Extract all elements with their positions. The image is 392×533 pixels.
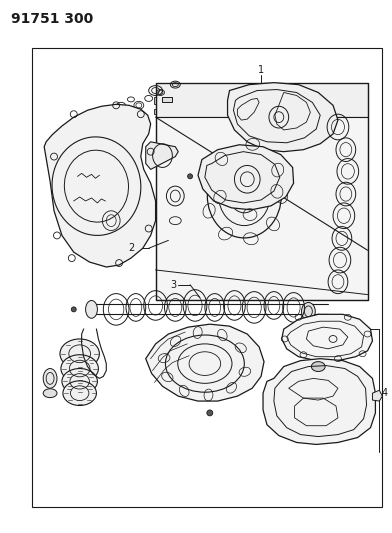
Ellipse shape <box>207 410 213 416</box>
Polygon shape <box>227 83 338 152</box>
Ellipse shape <box>43 389 57 398</box>
Ellipse shape <box>61 355 98 382</box>
Text: 91751 300: 91751 300 <box>11 12 93 26</box>
Ellipse shape <box>43 368 57 388</box>
Text: 1: 1 <box>258 65 264 75</box>
Ellipse shape <box>301 303 315 320</box>
Ellipse shape <box>311 361 325 372</box>
Polygon shape <box>162 98 172 102</box>
Ellipse shape <box>85 301 98 318</box>
Polygon shape <box>156 117 368 300</box>
Ellipse shape <box>63 381 96 406</box>
Polygon shape <box>198 145 294 210</box>
Polygon shape <box>146 142 178 169</box>
Text: 2: 2 <box>128 243 134 253</box>
Polygon shape <box>263 359 376 445</box>
Bar <box>33 48 382 506</box>
Text: 4: 4 <box>381 388 387 398</box>
Polygon shape <box>372 390 382 401</box>
Ellipse shape <box>207 154 281 238</box>
Text: 3: 3 <box>170 280 176 290</box>
Bar <box>154 109 163 114</box>
Ellipse shape <box>309 314 327 334</box>
Ellipse shape <box>62 368 98 394</box>
Ellipse shape <box>60 339 100 368</box>
Polygon shape <box>156 83 368 117</box>
Polygon shape <box>146 324 264 401</box>
Polygon shape <box>282 314 372 361</box>
Ellipse shape <box>188 174 192 179</box>
Polygon shape <box>44 104 156 267</box>
Ellipse shape <box>71 307 76 312</box>
Bar <box>154 98 167 104</box>
